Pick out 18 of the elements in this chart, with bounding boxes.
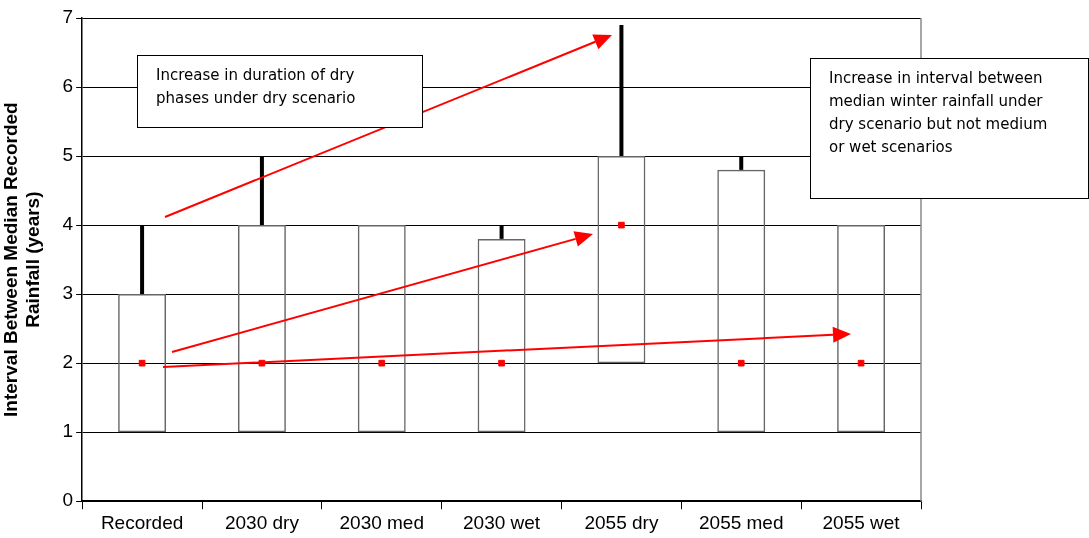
- y-tick-label: 5: [62, 144, 74, 166]
- note-box: Increase in duration of dry phases under dry scenario: [137, 55, 423, 128]
- y-tick-label: 6: [62, 75, 74, 97]
- x-tick-label: Recorded: [100, 511, 184, 533]
- y-tick-label: 7: [62, 6, 74, 28]
- x-tick-label: 2055 wet: [822, 511, 901, 533]
- y-tick-label: 4: [62, 213, 74, 235]
- x-tick-label: 2055 dry: [584, 511, 659, 533]
- y-tick-label: 2: [62, 351, 74, 373]
- y-tick-label: 3: [62, 282, 74, 304]
- x-tick-label: 2030 wet: [463, 511, 541, 533]
- y-tick-label: 1: [62, 420, 74, 442]
- x-tick-label: 2055 med: [698, 511, 784, 533]
- y-tick-label: 0: [62, 489, 74, 511]
- x-tick-label: 2030 dry: [224, 511, 300, 533]
- note-box: Increase in interval between median winter rainfall under dry scenario but not medium or wet scenarios: [810, 58, 1089, 199]
- x-tick-label: 2030 med: [339, 511, 425, 533]
- y-axis-title: Interval Between Median Recorded Rainfall (years): [0, 102, 44, 417]
